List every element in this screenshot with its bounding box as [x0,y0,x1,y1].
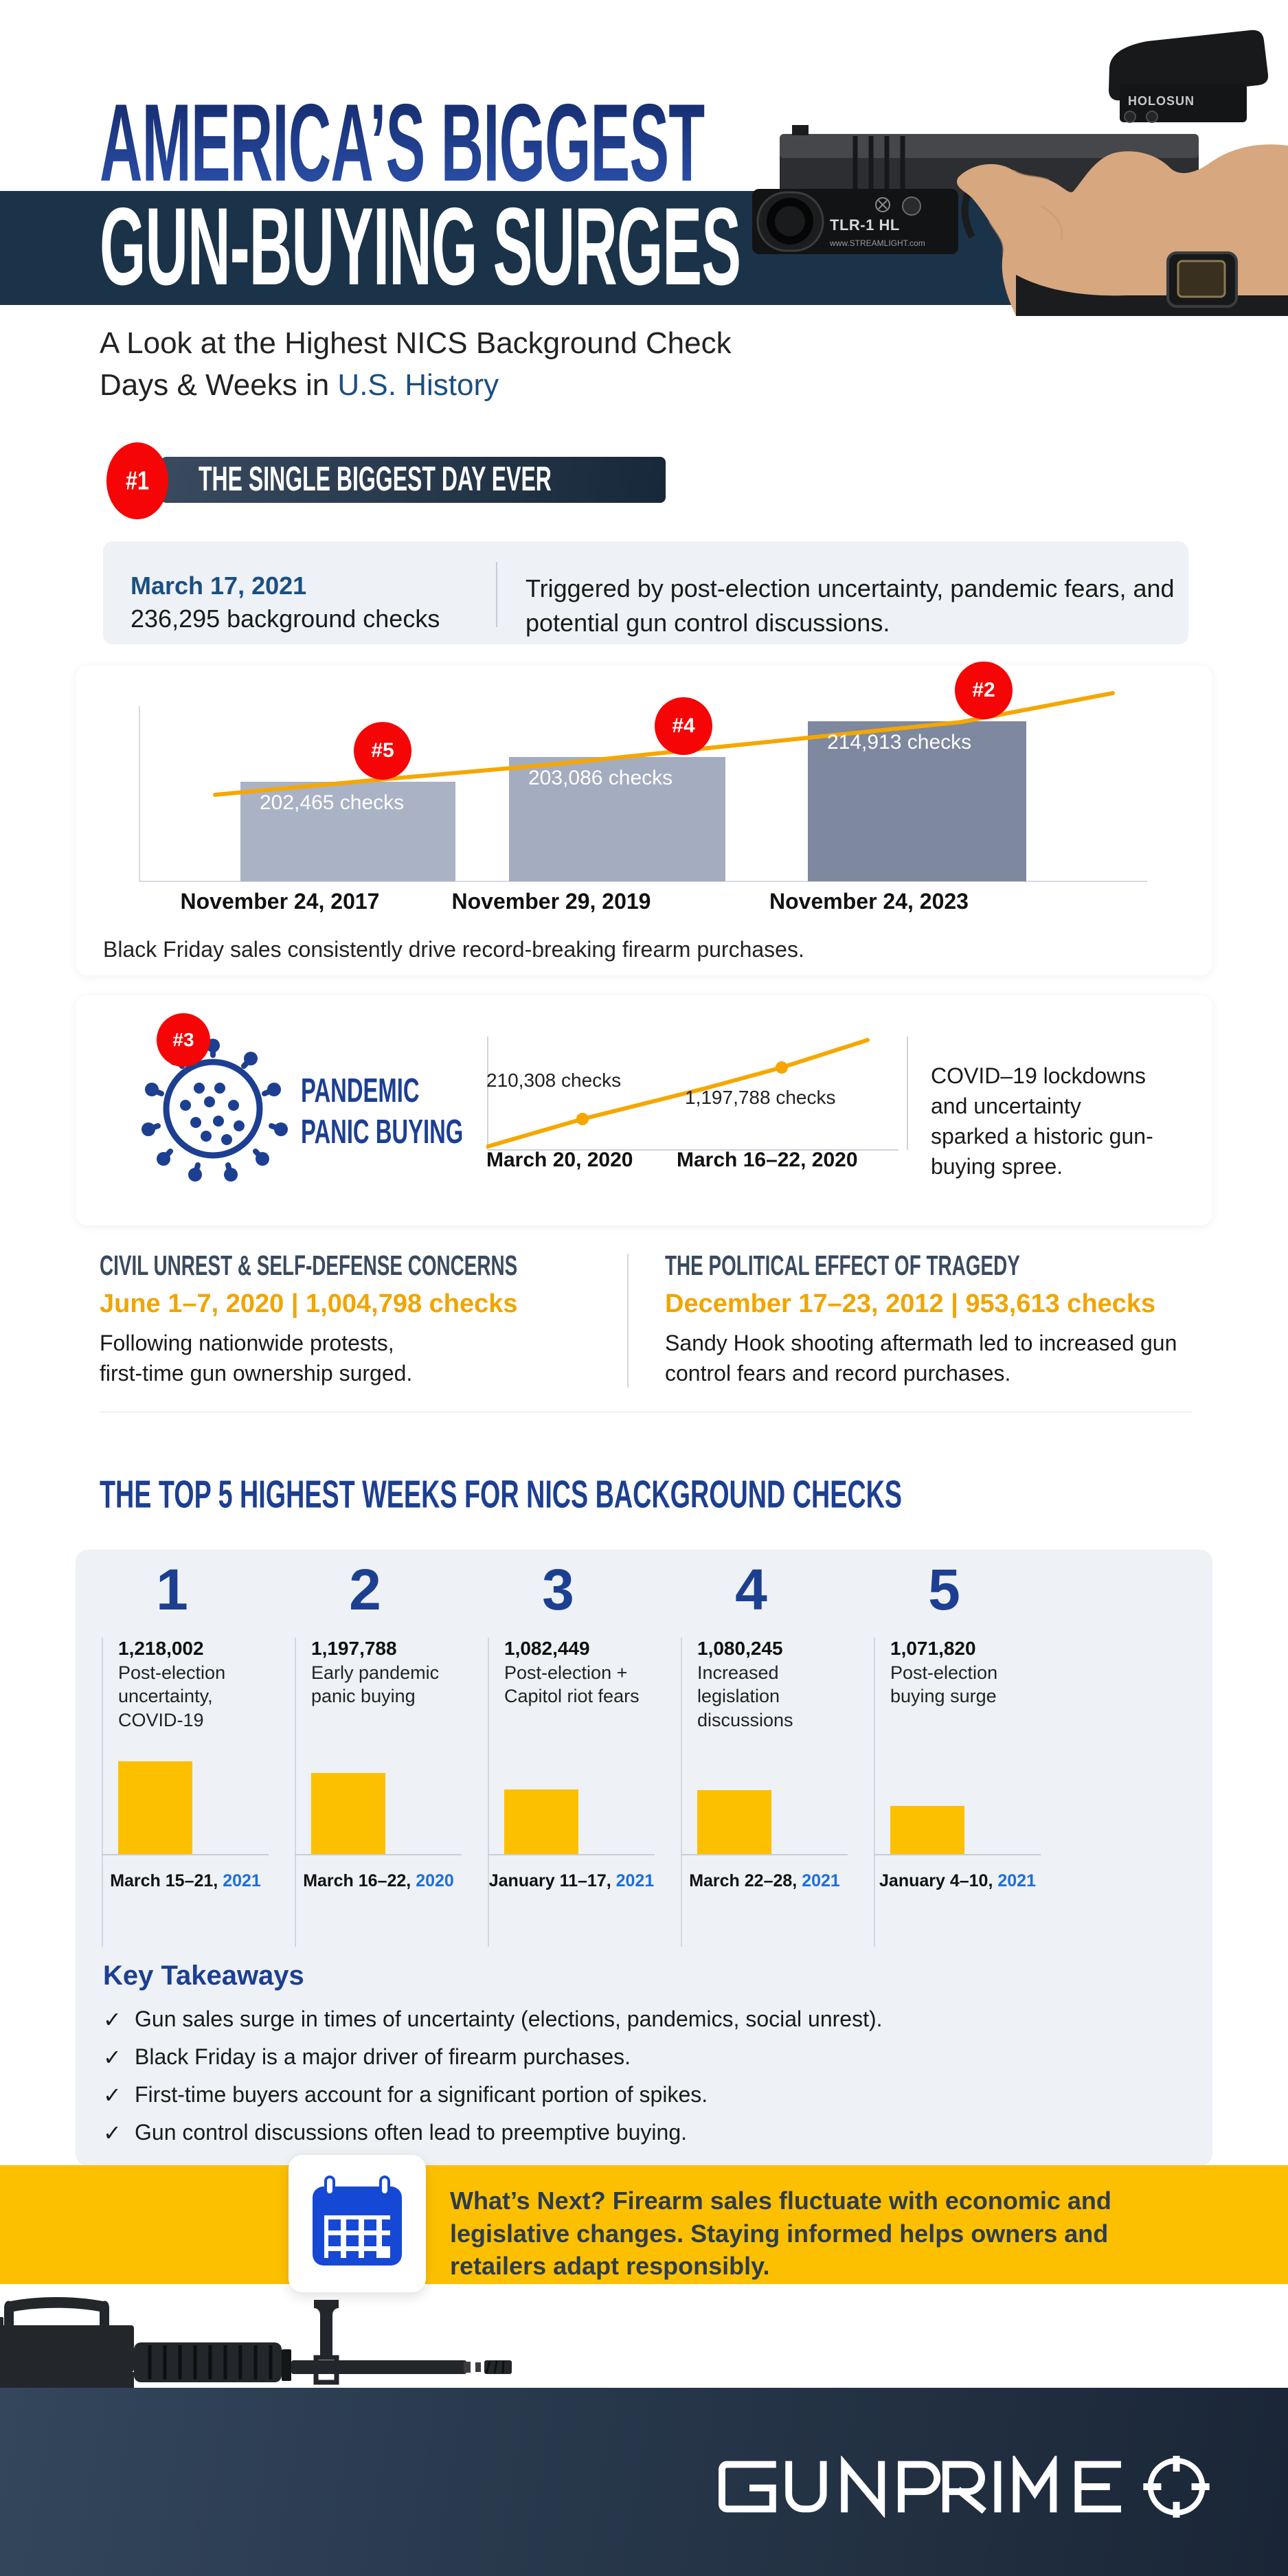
svg-text:www.STREAMLIGHT.com: www.STREAMLIGHT.com [829,238,925,248]
svg-text:TLR-1 HL: TLR-1 HL [830,216,900,234]
svg-text:HOLOSUN: HOLOSUN [1128,94,1195,108]
